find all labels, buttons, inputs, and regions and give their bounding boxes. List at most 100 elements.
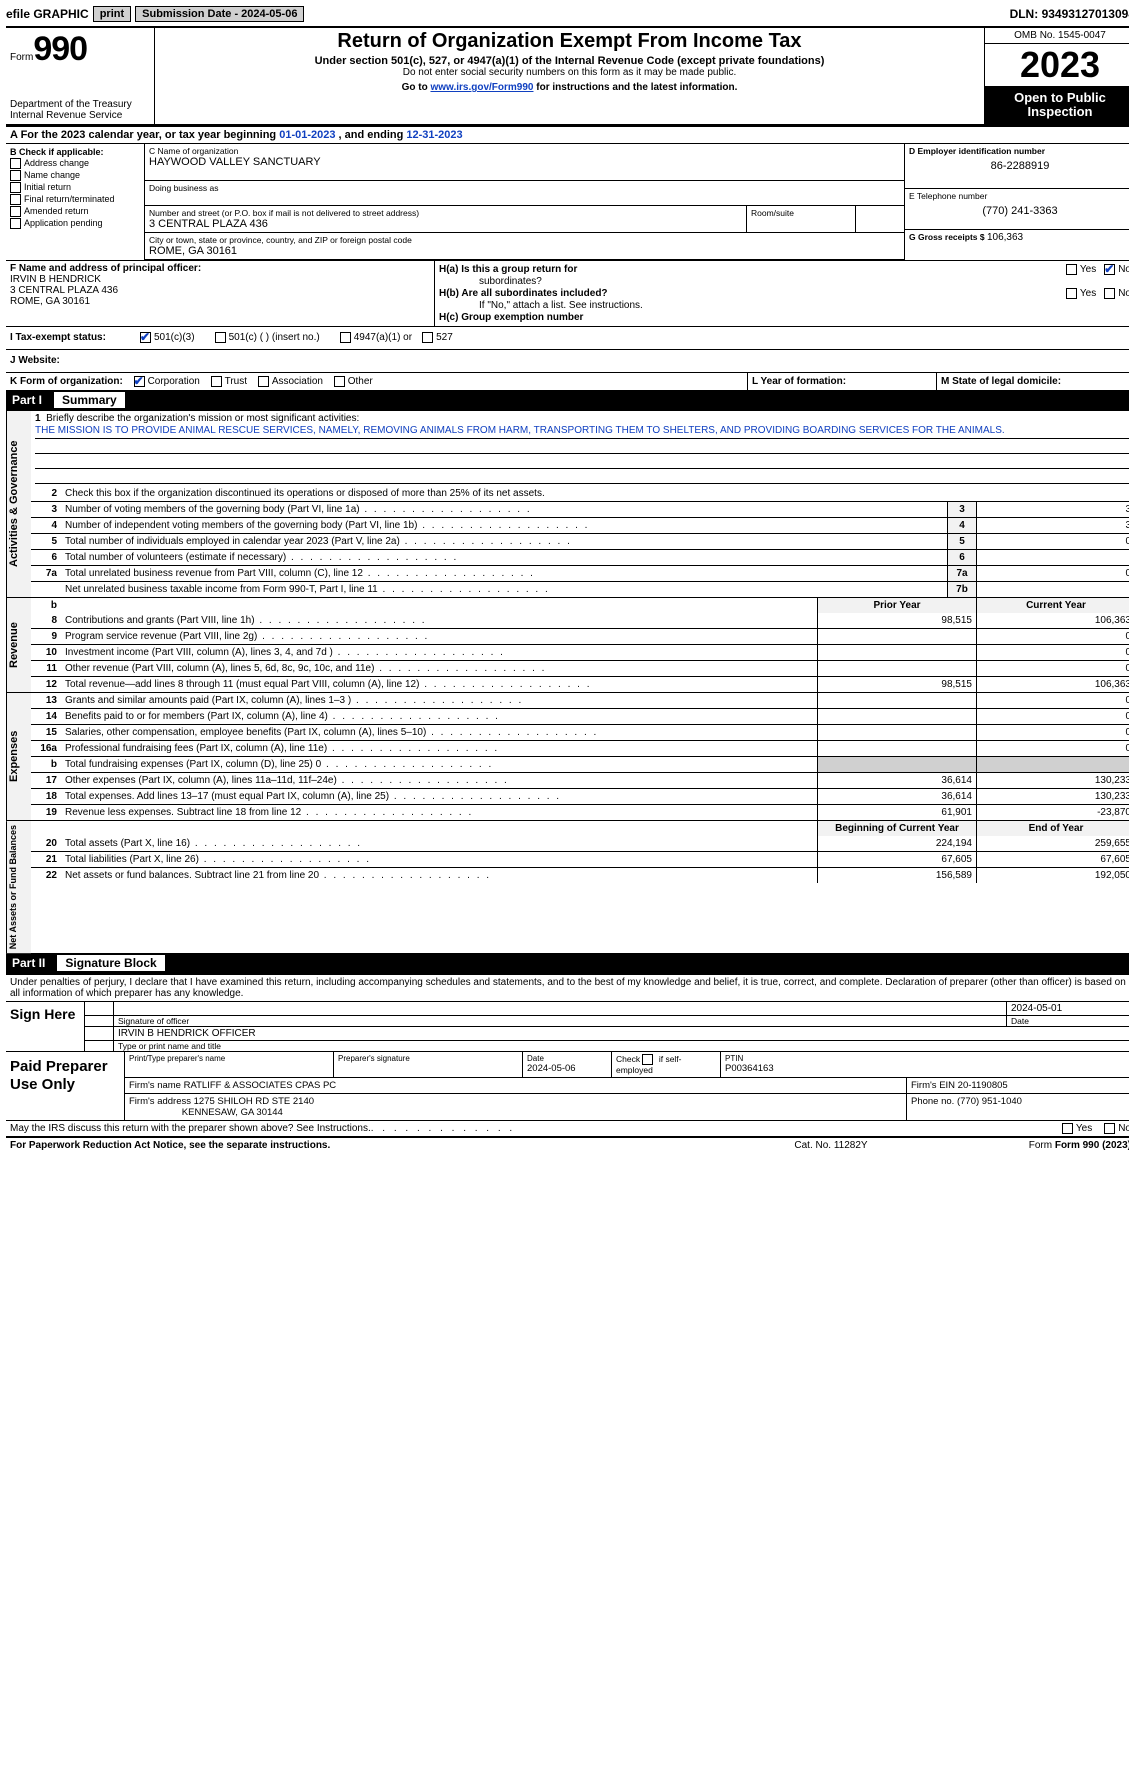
firm-name: RATLIFF & ASSOCIATES CPAS PC bbox=[184, 1080, 337, 1091]
chk-trust[interactable] bbox=[211, 376, 222, 387]
ptin: P00364163 bbox=[725, 1063, 1129, 1074]
chk-name-change[interactable] bbox=[10, 170, 21, 181]
irs-link[interactable]: www.irs.gov/Form990 bbox=[430, 82, 533, 93]
summary-row: 8Contributions and grants (Part VIII, li… bbox=[31, 613, 1129, 628]
chk-self-employed[interactable] bbox=[642, 1054, 653, 1065]
form-title: Return of Organization Exempt From Incom… bbox=[161, 30, 978, 53]
chk-527[interactable] bbox=[422, 332, 433, 343]
chk-hb-yes[interactable] bbox=[1066, 288, 1077, 299]
chk-hb-no[interactable] bbox=[1104, 288, 1115, 299]
summary-row: 13Grants and similar amounts paid (Part … bbox=[31, 693, 1129, 708]
chk-ha-yes[interactable] bbox=[1066, 264, 1077, 275]
discuss-row: May the IRS discuss this return with the… bbox=[6, 1121, 1129, 1138]
ein-label: D Employer identification number bbox=[909, 146, 1129, 156]
form-number: Form990 bbox=[10, 30, 150, 69]
catalog-number: Cat. No. 11282Y bbox=[731, 1140, 931, 1151]
chk-initial-return[interactable] bbox=[10, 182, 21, 193]
open-to-public: Open to PublicInspection bbox=[985, 87, 1129, 124]
chk-amended-return[interactable] bbox=[10, 206, 21, 217]
col-b-checkboxes: B Check if applicable: Address change Na… bbox=[6, 144, 145, 260]
page-footer: For Paperwork Reduction Act Notice, see … bbox=[6, 1138, 1129, 1153]
sign-date: 2024-05-01 bbox=[1007, 1002, 1129, 1015]
part-1-header: Part I Summary bbox=[6, 390, 1129, 410]
chk-corporation[interactable] bbox=[134, 376, 145, 387]
perjury-declaration: Under penalties of perjury, I declare th… bbox=[6, 975, 1129, 1002]
preparer-date: 2024-05-06 bbox=[527, 1063, 607, 1074]
gross-value: 106,363 bbox=[987, 232, 1023, 243]
tax-year: 2023 bbox=[985, 44, 1129, 87]
row-fgh: F Name and address of principal officer:… bbox=[6, 260, 1129, 326]
tab-net-assets: Net Assets or Fund Balances bbox=[6, 821, 31, 953]
chk-application-pending[interactable] bbox=[10, 218, 21, 229]
goto-line: Go to www.irs.gov/Form990 for instructio… bbox=[161, 82, 978, 93]
summary-row: bTotal fundraising expenses (Part IX, co… bbox=[31, 756, 1129, 772]
summary-row: Net unrelated business taxable income fr… bbox=[31, 581, 1129, 597]
irs-label: Internal Revenue Service bbox=[10, 110, 150, 121]
firm-address: 1275 SHILOH RD STE 2140 bbox=[194, 1096, 314, 1107]
phone-label: E Telephone number bbox=[909, 191, 1129, 201]
chk-501c[interactable] bbox=[215, 332, 226, 343]
summary-row: 10Investment income (Part VIII, column (… bbox=[31, 644, 1129, 660]
section-expenses: Expenses 13Grants and similar amounts pa… bbox=[6, 692, 1129, 820]
room-label: Room/suite bbox=[751, 208, 851, 218]
summary-row: 7aTotal unrelated business revenue from … bbox=[31, 565, 1129, 581]
print-button[interactable]: print bbox=[93, 6, 131, 22]
summary-row: 6Total number of volunteers (estimate if… bbox=[31, 549, 1129, 565]
officer-addr2: ROME, GA 30161 bbox=[10, 296, 430, 307]
city-label: City or town, state or province, country… bbox=[149, 235, 900, 245]
street-label: Number and street (or P.O. box if mail i… bbox=[149, 208, 742, 218]
tab-revenue: Revenue bbox=[6, 598, 31, 692]
firm-phone: (770) 951-1040 bbox=[957, 1096, 1022, 1107]
chk-association[interactable] bbox=[258, 376, 269, 387]
officer-addr1: 3 CENTRAL PLAZA 436 bbox=[10, 285, 430, 296]
tab-expenses: Expenses bbox=[6, 693, 31, 820]
summary-row: 2Check this box if the organization disc… bbox=[31, 486, 1129, 501]
paid-preparer: Paid Preparer Use Only Print/Type prepar… bbox=[6, 1052, 1129, 1121]
officer-label: F Name and address of principal officer: bbox=[10, 263, 430, 274]
chk-discuss-no[interactable] bbox=[1104, 1123, 1115, 1134]
summary-row: 16aProfessional fundraising fees (Part I… bbox=[31, 740, 1129, 756]
chk-501c3[interactable] bbox=[140, 332, 151, 343]
row-i-exempt-status: I Tax-exempt status: 501(c)(3) 501(c) ( … bbox=[6, 326, 1129, 349]
chk-other[interactable] bbox=[334, 376, 345, 387]
section-revenue: Revenue b Prior Year Current Year 8Contr… bbox=[6, 597, 1129, 692]
submission-date-box: Submission Date - 2024-05-06 bbox=[135, 6, 304, 22]
summary-row: 22Net assets or fund balances. Subtract … bbox=[31, 867, 1129, 883]
chk-address-change[interactable] bbox=[10, 158, 21, 169]
summary-row: 4Number of independent voting members of… bbox=[31, 517, 1129, 533]
ssn-notice: Do not enter social security numbers on … bbox=[161, 67, 978, 78]
signature-block: Under penalties of perjury, I declare th… bbox=[6, 973, 1129, 1138]
officer-name: IRVIN B HENDRICK bbox=[10, 274, 430, 285]
form-header: Form990 Department of the Treasury Inter… bbox=[6, 26, 1129, 126]
state-domicile-label: M State of legal domicile: bbox=[941, 376, 1061, 387]
year-formation-label: L Year of formation: bbox=[752, 376, 846, 387]
tab-activities: Activities & Governance bbox=[6, 411, 31, 597]
summary-row: 12Total revenue—add lines 8 through 11 (… bbox=[31, 676, 1129, 692]
sign-here-label: Sign Here bbox=[6, 1002, 85, 1051]
dln: DLN: 93493127013094 bbox=[1010, 7, 1129, 21]
officer-signature-name: IRVIN B HENDRICK OFFICER bbox=[114, 1027, 1129, 1040]
summary-row: 9Program service revenue (Part VIII, lin… bbox=[31, 628, 1129, 644]
summary-row: 14Benefits paid to or for members (Part … bbox=[31, 708, 1129, 724]
section-activities-governance: Activities & Governance 1 Briefly descri… bbox=[6, 410, 1129, 597]
city-state-zip: ROME, GA 30161 bbox=[149, 245, 900, 257]
summary-row: 11Other revenue (Part VIII, column (A), … bbox=[31, 660, 1129, 676]
summary-row: 20Total assets (Part X, line 16)224,1942… bbox=[31, 836, 1129, 851]
chk-discuss-yes[interactable] bbox=[1062, 1123, 1073, 1134]
section-bcde: B Check if applicable: Address change Na… bbox=[6, 143, 1129, 260]
chk-ha-no[interactable] bbox=[1104, 264, 1115, 275]
summary-row: 17Other expenses (Part IX, column (A), l… bbox=[31, 772, 1129, 788]
part-2-header: Part II Signature Block bbox=[6, 953, 1129, 973]
chk-final-return[interactable] bbox=[10, 194, 21, 205]
gross-label: G Gross receipts $ bbox=[909, 232, 987, 242]
top-bar: efile GRAPHIC print Submission Date - 20… bbox=[6, 6, 1129, 22]
chk-4947[interactable] bbox=[340, 332, 351, 343]
na-header: Beginning of Current Year End of Year bbox=[31, 821, 1129, 836]
street-address: 3 CENTRAL PLAZA 436 bbox=[149, 218, 742, 230]
row-klm: K Form of organization: Corporation Trus… bbox=[6, 372, 1129, 390]
section-net-assets: Net Assets or Fund Balances Beginning of… bbox=[6, 820, 1129, 953]
row-j-website: J Website: bbox=[6, 349, 1129, 372]
summary-row: 3Number of voting members of the governi… bbox=[31, 501, 1129, 517]
omb-number: OMB No. 1545-0047 bbox=[985, 28, 1129, 44]
phone-value: (770) 241-3363 bbox=[909, 205, 1129, 217]
